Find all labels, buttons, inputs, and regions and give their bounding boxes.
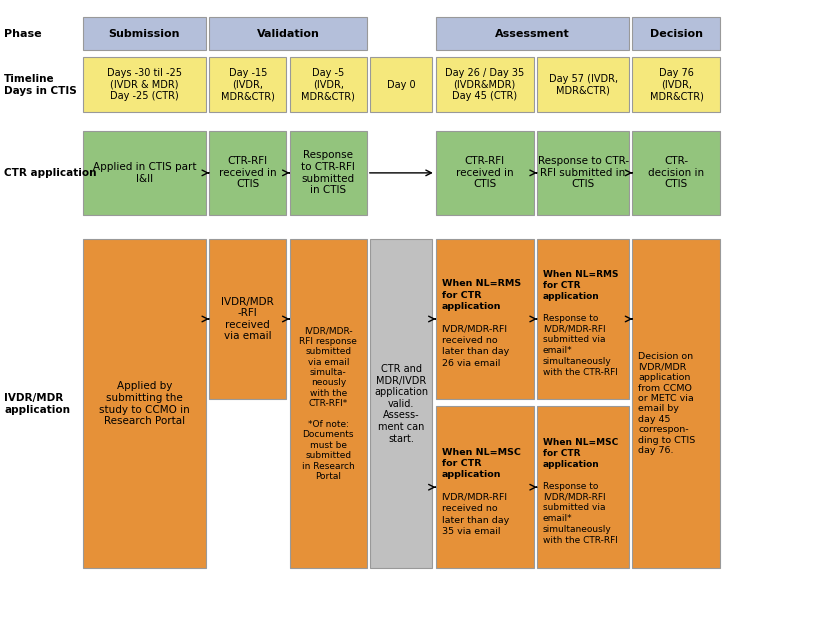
Text: When NL=MSC: When NL=MSC: [442, 447, 520, 457]
Text: application: application: [442, 470, 501, 479]
Text: for CTR: for CTR: [543, 449, 580, 459]
Bar: [632, 131, 720, 215]
Text: simultaneously: simultaneously: [543, 525, 612, 534]
Text: IVDR/MDR-
RFI response
submitted
via email
simulta-
neously
with the
CTR-RFI*

*: IVDR/MDR- RFI response submitted via ema…: [300, 326, 357, 481]
Bar: [83, 131, 206, 215]
Text: Day 26 / Day 35
(IVDR&MDR)
Day 45 (CTR): Day 26 / Day 35 (IVDR&MDR) Day 45 (CTR): [445, 68, 525, 102]
Bar: [209, 17, 367, 50]
Text: Timeline
Days in CTIS: Timeline Days in CTIS: [4, 74, 77, 95]
Text: When NL=RMS: When NL=RMS: [442, 279, 520, 288]
Text: email*: email*: [543, 514, 573, 523]
Text: email*: email*: [543, 346, 573, 355]
Text: Submission: Submission: [109, 29, 180, 39]
Text: When NL=RMS: When NL=RMS: [543, 270, 618, 279]
Text: IVDR/MDR-RFI: IVDR/MDR-RFI: [442, 493, 508, 502]
Bar: [209, 239, 286, 399]
Bar: [436, 239, 534, 399]
Text: Response
to CTR-RFI
submitted
in CTIS: Response to CTR-RFI submitted in CTIS: [301, 151, 355, 195]
Text: Response to: Response to: [543, 482, 598, 491]
Bar: [290, 131, 367, 215]
Bar: [370, 57, 432, 112]
Bar: [537, 406, 629, 568]
Text: CTR application: CTR application: [4, 168, 96, 178]
Bar: [83, 57, 206, 112]
Text: IVDR/MDR-RFI: IVDR/MDR-RFI: [543, 325, 605, 333]
Text: Day -5
(IVDR,
MDR&CTR): Day -5 (IVDR, MDR&CTR): [301, 68, 355, 102]
Text: Day -15
(IVDR,
MDR&CTR): Day -15 (IVDR, MDR&CTR): [221, 68, 275, 102]
Bar: [83, 17, 206, 50]
Text: Decision: Decision: [650, 29, 703, 39]
Text: for CTR: for CTR: [442, 291, 481, 300]
Text: 26 via email: 26 via email: [442, 359, 500, 368]
Text: IVDR/MDR-RFI: IVDR/MDR-RFI: [442, 325, 508, 334]
Text: CTR-
decision in
CTIS: CTR- decision in CTIS: [648, 156, 705, 189]
Text: Phase: Phase: [4, 29, 42, 39]
Bar: [290, 57, 367, 112]
Text: CTR-RFI
received in
CTIS: CTR-RFI received in CTIS: [456, 156, 514, 189]
Text: later than day: later than day: [442, 347, 509, 356]
Bar: [290, 239, 367, 568]
Text: with the CTR-RFI: with the CTR-RFI: [543, 368, 618, 377]
Text: received no: received no: [442, 336, 497, 345]
Bar: [370, 239, 432, 568]
Bar: [436, 57, 534, 112]
Bar: [209, 57, 286, 112]
Text: for CTR: for CTR: [543, 281, 580, 290]
Text: Response to CTR-
RFI submitted in
CTIS: Response to CTR- RFI submitted in CTIS: [538, 156, 628, 189]
Text: for CTR: for CTR: [442, 459, 481, 468]
Text: Decision on
IVDR/MDR
application
from CCMO
or METC via
email by
day 45
correspon: Decision on IVDR/MDR application from CC…: [638, 353, 696, 455]
Text: Day 76
(IVDR,
MDR&CTR): Day 76 (IVDR, MDR&CTR): [650, 68, 703, 102]
Text: submitted via: submitted via: [543, 335, 605, 345]
Bar: [537, 57, 629, 112]
Text: Applied in CTIS part
I&II: Applied in CTIS part I&II: [93, 162, 196, 184]
Text: Response to: Response to: [543, 313, 598, 323]
Text: later than day: later than day: [442, 515, 509, 525]
Text: with the CTR-RFI: with the CTR-RFI: [543, 536, 618, 545]
Text: application: application: [442, 302, 501, 311]
Bar: [632, 17, 720, 50]
Bar: [537, 131, 629, 215]
Text: CTR and
MDR/IVDR
application
valid.
Assess-
ment can
start.: CTR and MDR/IVDR application valid. Asse…: [374, 364, 428, 444]
Text: received no: received no: [442, 504, 497, 513]
Bar: [436, 17, 629, 50]
Bar: [436, 131, 534, 215]
Text: Applied by
submitting the
study to CCMO in
Research Portal: Applied by submitting the study to CCMO …: [99, 381, 190, 426]
Text: CTR-RFI
received in
CTIS: CTR-RFI received in CTIS: [219, 156, 276, 189]
Bar: [537, 239, 629, 399]
Text: IVDR/MDR
-RFI
received
via email: IVDR/MDR -RFI received via email: [222, 297, 274, 341]
Text: Assessment: Assessment: [495, 29, 570, 39]
Text: application: application: [543, 292, 599, 301]
Bar: [436, 406, 534, 568]
Text: IVDR/MDR
application: IVDR/MDR application: [4, 393, 71, 414]
Text: When NL=MSC: When NL=MSC: [543, 439, 618, 447]
Text: IVDR/MDR-RFI: IVDR/MDR-RFI: [543, 493, 605, 502]
Text: Validation: Validation: [256, 29, 320, 39]
Text: submitted via: submitted via: [543, 503, 605, 513]
Text: application: application: [543, 460, 599, 469]
Text: simultaneously: simultaneously: [543, 357, 612, 366]
Bar: [632, 239, 720, 568]
Bar: [83, 239, 206, 568]
Bar: [632, 57, 720, 112]
Bar: [209, 131, 286, 215]
Text: Day 57 (IVDR,
MDR&CTR): Day 57 (IVDR, MDR&CTR): [549, 74, 618, 95]
Text: Days -30 til -25
(IVDR & MDR)
Day -25 (CTR): Days -30 til -25 (IVDR & MDR) Day -25 (C…: [107, 68, 182, 102]
Text: Day 0: Day 0: [387, 80, 416, 90]
Text: 35 via email: 35 via email: [442, 527, 500, 536]
